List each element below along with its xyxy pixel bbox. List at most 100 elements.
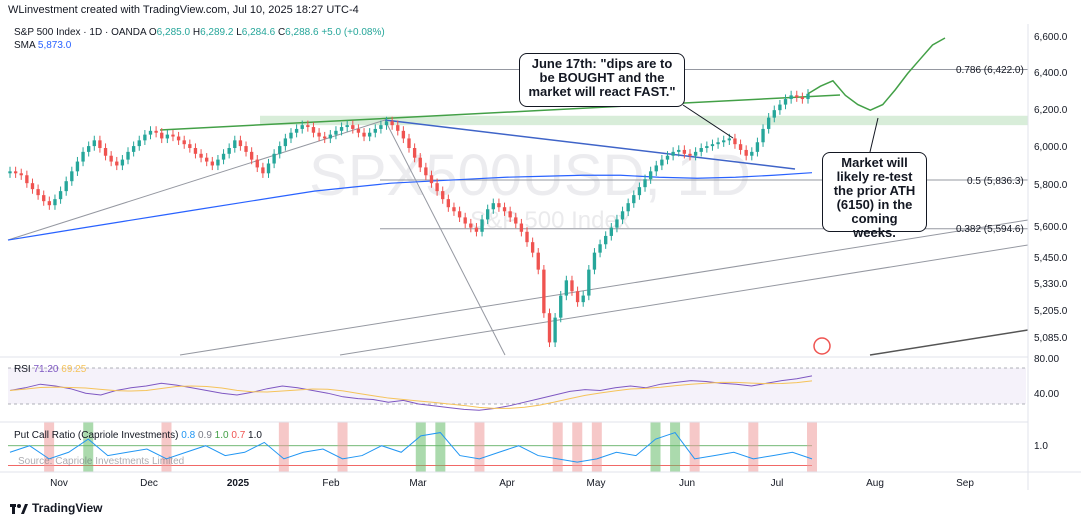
- candle-body: [716, 142, 720, 145]
- candle-body: [115, 161, 119, 166]
- candle-body: [221, 153, 226, 160]
- sma-value: 5,873.0: [37, 40, 72, 51]
- close-label: C: [277, 27, 286, 38]
- candle-body: [64, 181, 68, 192]
- y-tick: 5,800.0: [1034, 180, 1068, 191]
- annotation-market-retest[interactable]: Market will likely re-test the prior ATH…: [822, 152, 927, 240]
- open-label: O: [148, 27, 157, 38]
- candle-body: [367, 132, 372, 137]
- candle-body: [469, 223, 473, 228]
- candle-body: [103, 148, 108, 156]
- rsi-label: RSI: [14, 364, 31, 375]
- candle-body: [677, 149, 681, 152]
- trend-line-grey: [7, 119, 386, 241]
- candle-body: [171, 134, 175, 137]
- candle-body: [446, 199, 451, 208]
- candle-body: [693, 151, 698, 156]
- candle-body: [137, 140, 141, 147]
- fib-label-0382: 0.382 (5,594.6): [956, 224, 1024, 235]
- annotation-june17[interactable]: June 17th: "dips are to be BOUGHT and th…: [519, 53, 685, 107]
- projection-path: [807, 37, 946, 111]
- candle-body: [36, 189, 40, 196]
- low-label: L: [236, 27, 242, 38]
- note-pointer: [869, 117, 879, 153]
- candle-body: [176, 136, 181, 141]
- pcr-value-e: 1.0: [248, 430, 262, 441]
- fib-label-0786: 0.786 (6,422.0): [956, 65, 1024, 76]
- candle-body: [8, 171, 12, 174]
- pcr-low-bar: [474, 422, 485, 472]
- candle-body: [311, 127, 316, 133]
- sma-label: SMA: [14, 40, 36, 51]
- pcr-low-bar: [161, 422, 172, 472]
- x-tick: 2025: [226, 478, 250, 489]
- candle-body: [519, 223, 524, 232]
- candle-body: [755, 142, 760, 152]
- candle-body: [570, 280, 574, 292]
- candle-body: [401, 130, 406, 139]
- candle-body: [42, 195, 46, 202]
- candle-body: [738, 144, 743, 150]
- candle-body: [733, 138, 737, 145]
- candle-body: [486, 209, 490, 220]
- candle-body: [705, 146, 709, 149]
- high-value: 6,289.2: [200, 27, 234, 38]
- candle-body: [564, 280, 569, 296]
- pcr-high-bar: [670, 422, 681, 472]
- candle-body: [53, 199, 57, 206]
- tradingview-logo[interactable]: TradingView: [10, 501, 102, 515]
- resistance-line-green: [159, 94, 841, 131]
- candle-body: [604, 235, 608, 245]
- candle-body: [249, 151, 254, 160]
- y-tick: 6,200.0: [1034, 105, 1068, 116]
- candle-body: [272, 153, 276, 164]
- candle-body: [70, 171, 74, 182]
- watermark-symbol: SPX500USD, 1D: [309, 143, 751, 208]
- candle-body: [514, 217, 518, 224]
- candle-body: [508, 211, 512, 218]
- candle-body: [643, 179, 647, 188]
- candle-body: [783, 99, 788, 105]
- candle-body: [648, 171, 653, 180]
- trend-line-dark: [869, 329, 1029, 356]
- candle-body: [463, 217, 467, 224]
- candle-body: [626, 203, 630, 212]
- candle-body: [255, 159, 259, 168]
- low-value: 6,284.6: [241, 27, 276, 38]
- candle-body: [25, 175, 29, 184]
- candle-body: [688, 153, 692, 156]
- candle-body: [766, 117, 771, 129]
- candle-body: [457, 211, 462, 218]
- candle-body: [351, 125, 355, 129]
- candle-body: [435, 183, 439, 192]
- y-tick: 5,600.0: [1034, 222, 1068, 233]
- x-tick: Dec: [140, 478, 158, 489]
- pcr-low-bar: [591, 422, 602, 472]
- candle-body: [317, 132, 321, 137]
- candle-body: [13, 171, 18, 174]
- candle-body: [47, 201, 52, 206]
- y-tick: 5,450.0: [1034, 253, 1068, 264]
- pcr-legend: Put Call Ratio (Capriole Investments) 0.…: [14, 430, 262, 441]
- candle-body: [294, 128, 299, 133]
- candle-body: [761, 128, 765, 143]
- y-tick: 6,000.0: [1034, 142, 1068, 153]
- candle-body: [429, 175, 434, 184]
- channel-line-grey: [179, 219, 1029, 356]
- downtrend-line-blue: [384, 119, 796, 170]
- candle-body: [637, 187, 642, 196]
- ath-zone: [260, 115, 1028, 126]
- candle-body: [491, 203, 495, 210]
- pcr-low-bar: [689, 422, 700, 472]
- y-tick: 5,205.0: [1034, 306, 1068, 317]
- close-value: 6,288.6: [285, 27, 319, 38]
- candle-body: [699, 148, 703, 152]
- candle-body: [131, 146, 136, 152]
- candle-body: [542, 269, 546, 314]
- pcr-low-bar: [337, 422, 348, 472]
- pcr-low-bar: [748, 422, 759, 472]
- candle-body: [356, 128, 361, 133]
- candle-body: [553, 317, 557, 343]
- y-tick: 6,400.0: [1034, 68, 1068, 79]
